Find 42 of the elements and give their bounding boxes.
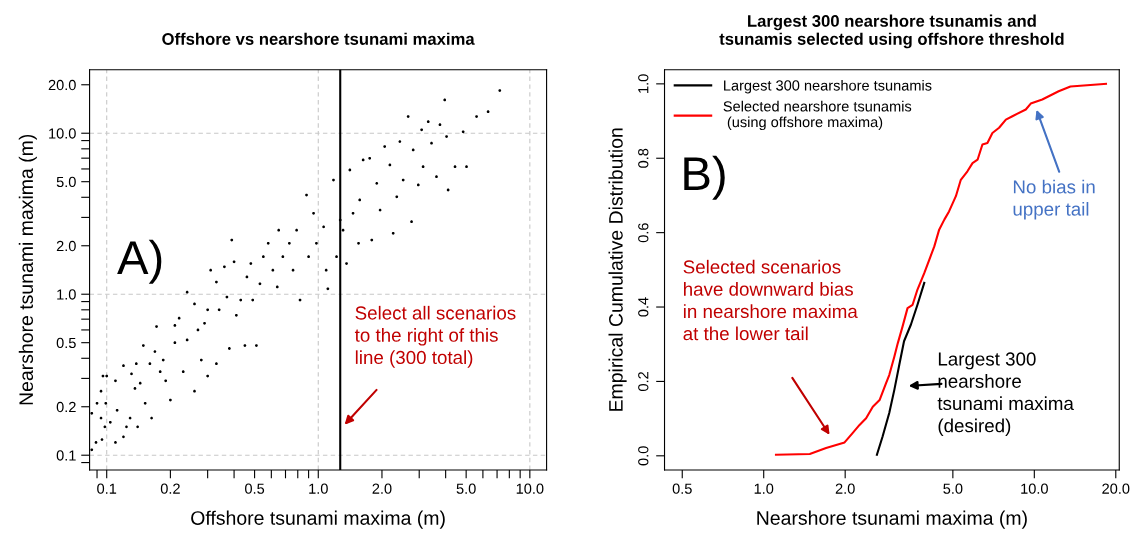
x-axis-title: Nearshore tsunami maxima (m) xyxy=(757,510,1027,529)
x-tick-label: 5.0 xyxy=(456,483,476,494)
annotation: No bias in upper tail xyxy=(1013,179,1095,220)
annotation: Selected scenarios have downward bias in nearshore maxima at the lower tail xyxy=(683,259,858,341)
x-tick-label: 1.0 xyxy=(754,483,774,494)
y-tick-label: 10.0 xyxy=(49,128,76,139)
annotation: A) xyxy=(117,239,162,284)
y-tick-label: 0.5 xyxy=(56,337,76,349)
y-tick-label: 0.4 xyxy=(638,297,649,317)
x-tick-label: 0.5 xyxy=(672,483,692,494)
chart-title: Largest 300 nearshore tsunamis and tsunamis selected using offshore threshold xyxy=(719,14,1064,49)
x-tick-label: 0.5 xyxy=(245,483,265,494)
y-tick-label: 1.0 xyxy=(57,289,76,300)
x-tick-label: 20.0 xyxy=(1102,483,1130,494)
legend-label: Largest 300 nearshore tsunamis xyxy=(724,79,932,94)
y-tick-label: 1.0 xyxy=(638,74,649,93)
y-tick-label: 0.2 xyxy=(638,372,649,391)
y-tick-label: 5.0 xyxy=(56,176,76,188)
y-tick-label: 0.1 xyxy=(56,450,76,461)
x-tick-label: 10.0 xyxy=(1021,483,1048,494)
x-tick-label: 0.2 xyxy=(160,483,180,494)
x-tick-label: 10.0 xyxy=(516,483,544,494)
x-tick-label: 1.0 xyxy=(309,483,328,494)
annotation: Largest 300 nearshore tsunami maxima (desired) xyxy=(937,352,1074,437)
x-tick-label: 5.0 xyxy=(943,483,963,494)
y-axis-title: Empirical Cumulative Distribution xyxy=(608,128,627,411)
x-tick-label: 0.1 xyxy=(97,483,117,494)
y-tick-label: 0.8 xyxy=(638,148,649,168)
y-tick-label: 0.2 xyxy=(56,401,76,413)
legend-label: Selected nearshore tsunamis (using offshore maxima) xyxy=(723,100,912,131)
annotation: Select all scenarios to the right of this line (300 total) xyxy=(354,305,516,368)
y-tick-label: 20.0 xyxy=(48,79,76,91)
annotation: B) xyxy=(684,155,725,200)
line-series xyxy=(875,281,926,456)
y-tick-label: 0.0 xyxy=(638,446,649,466)
y-axis-title: Nearshore tsunami maxima (m) xyxy=(18,134,37,405)
y-tick-label: 2.0 xyxy=(56,240,76,252)
x-tick-label: 2.0 xyxy=(835,483,855,494)
x-tick-label: 2.0 xyxy=(372,483,392,494)
x-axis-title: Offshore tsunami maxima (m) xyxy=(191,510,445,529)
chart-title: Offshore vs nearshore tsunami maxima xyxy=(162,32,475,45)
y-tick-label: 0.6 xyxy=(638,223,649,243)
